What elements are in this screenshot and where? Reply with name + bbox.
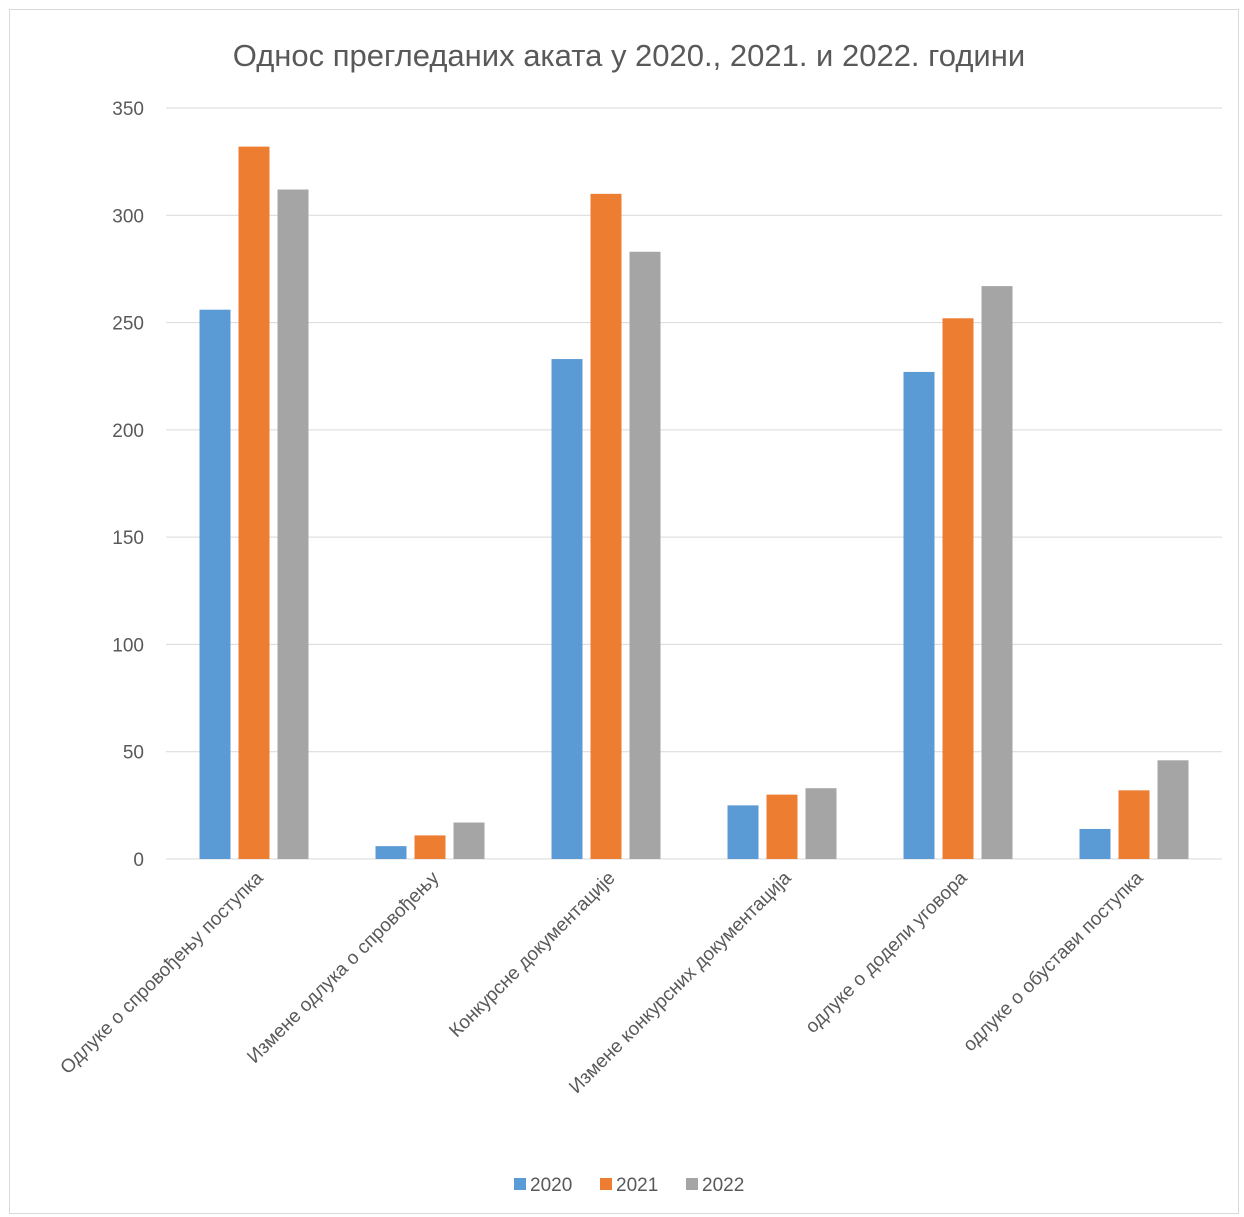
- legend-swatch-2021: [600, 1178, 612, 1190]
- bar-2020-2: [551, 359, 583, 859]
- y-axis-ticks: 0 50 100 150 200 250 300 350: [112, 99, 144, 871]
- y-tick-label: 300: [112, 206, 144, 227]
- bar-2022-5: [1157, 760, 1189, 859]
- y-tick-label: 200: [112, 421, 144, 442]
- y-tick-label: 150: [112, 528, 144, 549]
- bar-2021-4: [942, 318, 974, 859]
- bar-2020-5: [1079, 828, 1111, 859]
- gridlines: [166, 107, 1222, 860]
- x-category-label: Измене одлука о спровођењу: [243, 867, 443, 1067]
- y-tick-label: 100: [112, 635, 144, 656]
- bar-2021-5: [1118, 790, 1150, 859]
- bar-2022-4: [981, 286, 1013, 859]
- y-tick-label: 0: [133, 850, 144, 871]
- legend: 2020 2021 2022: [514, 1175, 744, 1196]
- y-tick-label: 250: [112, 314, 144, 335]
- bars: [199, 146, 1189, 860]
- bar-2020-3: [727, 805, 759, 859]
- legend-swatch-2020: [514, 1178, 526, 1190]
- x-category-label: Одлуке о спровођењу поступка: [57, 867, 268, 1078]
- legend-label-2020: 2020: [530, 1175, 572, 1196]
- x-category-label: одлуке о додели уговора: [802, 867, 972, 1037]
- legend-swatch-2022: [686, 1178, 698, 1190]
- y-tick-label: 50: [123, 743, 144, 764]
- legend-label-2021: 2021: [616, 1175, 658, 1196]
- bar-2022-3: [805, 788, 837, 859]
- bar-2020-0: [199, 309, 231, 859]
- bar-2021-1: [414, 835, 446, 859]
- bar-2022-2: [629, 251, 661, 859]
- x-category-label: одлуке о обустави поступка: [959, 867, 1148, 1056]
- bar-2020-1: [375, 846, 407, 859]
- x-category-label: Конкурсне документације: [445, 868, 619, 1042]
- bar-2021-3: [766, 794, 798, 859]
- y-tick-label: 350: [112, 99, 144, 120]
- bar-2022-0: [277, 189, 309, 860]
- bar-2021-0: [238, 146, 270, 859]
- bar-2021-2: [590, 193, 622, 860]
- bar-2020-4: [903, 371, 935, 859]
- legend-label-2022: 2022: [702, 1175, 744, 1196]
- bar-2022-1: [453, 822, 485, 859]
- chart-title: Однос прегледаних аката у 2020., 2021. и…: [233, 38, 1025, 73]
